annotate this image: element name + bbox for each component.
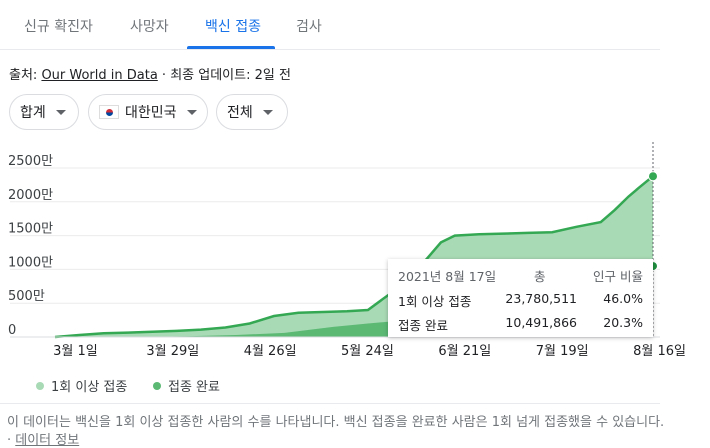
tooltip-date: 2021년 8월 17일 [398, 269, 497, 284]
x-tick-label: 5월 24일 [341, 344, 394, 359]
y-tick-label: 500만 [8, 289, 45, 304]
tooltip-row-label: 접종 완료 [398, 318, 448, 333]
tooltip-row-total: 23,780,511 [505, 291, 577, 306]
legend-dot [153, 381, 161, 390]
tab-tests[interactable]: 검사 [296, 19, 322, 35]
tooltip-row: 1회 이상 접종 23,780,511 46.0% [398, 291, 643, 309]
source-prefix: 출처: [9, 68, 42, 83]
y-tick-label: 1000만 [8, 255, 53, 270]
y-tick-label: 1500만 [8, 222, 53, 237]
tooltip-row-ratio: 46.0% [603, 291, 643, 306]
tooltip-row-ratio: 20.3% [603, 315, 643, 330]
x-tick-label: 8월 16일 [633, 344, 686, 359]
korea-flag-icon [99, 105, 119, 119]
chevron-down-icon [262, 109, 273, 115]
x-tick-label: 6월 21일 [438, 344, 491, 359]
source-line: 출처: Our World in Data · 최종 업데이트: 2일 전 [9, 64, 291, 83]
tooltip-col-total: 총 [534, 269, 546, 284]
source-link[interactable]: Our World in Data [41, 68, 158, 83]
tab-bar: 신규 확진자 사망자 백신 접종 검사 [0, 0, 660, 50]
metric-dropdown-label: 합계 [20, 105, 46, 121]
active-tab-indicator [187, 46, 275, 49]
tab-deaths[interactable]: 사망자 [130, 19, 169, 35]
y-tick-label: 2500만 [8, 154, 53, 169]
x-tick-label: 3월 1일 [53, 344, 98, 359]
chart-tooltip: 2021년 8월 17일 총 인구 비율 1회 이상 접종 23,780,511… [388, 259, 653, 337]
data-info-link[interactable]: 데이터 정보 [15, 433, 80, 448]
last-updated: · 최종 업데이트: 2일 전 [157, 68, 291, 83]
chevron-down-icon [55, 109, 66, 115]
legend-label: 접종 완료 [168, 380, 220, 395]
x-tick-label: 4월 26일 [244, 344, 297, 359]
chevron-down-icon [186, 109, 197, 115]
legend-label: 1회 이상 접종 [51, 380, 128, 395]
x-tick-label: 7월 19일 [536, 344, 589, 359]
metric-dropdown[interactable]: 합계 [9, 94, 79, 130]
region-dropdown-label: 대한민국 [125, 105, 177, 121]
y-tick-label: 0 [8, 323, 16, 338]
tooltip-row-total: 10,491,866 [505, 315, 577, 330]
x-tick-label: 3월 29일 [146, 344, 199, 359]
divider [0, 403, 660, 404]
y-tick-label: 2000만 [8, 188, 53, 203]
tooltip-row: 접종 완료 10,491,866 20.3% [398, 315, 643, 333]
data-note: 이 데이터는 백신을 1회 이상 접종한 사람의 수를 나타냅니다. 백신 접종… [7, 414, 667, 448]
tooltip-row-label: 1회 이상 접종 [398, 294, 472, 309]
series-endpoint-marker [648, 171, 658, 182]
tab-new-cases[interactable]: 신규 확진자 [24, 19, 93, 35]
tooltip-col-ratio: 인구 비율 [593, 269, 643, 284]
region-dropdown[interactable]: 대한민국 [88, 94, 208, 130]
tooltip-header-row: 2021년 8월 17일 총 인구 비율 [398, 266, 643, 284]
scope-dropdown-label: 전체 [227, 105, 253, 121]
data-note-text: 이 데이터는 백신을 1회 이상 접종한 사람의 수를 나타냅니다. 백신 접종… [7, 415, 665, 448]
tab-vaccinations[interactable]: 백신 접종 [205, 19, 261, 35]
legend-item-first-dose: 1회 이상 접종 [36, 376, 127, 395]
legend-dot [36, 381, 44, 390]
scope-dropdown[interactable]: 전체 [216, 94, 288, 130]
legend-item-fully-vaccinated: 접종 완료 [153, 376, 220, 395]
